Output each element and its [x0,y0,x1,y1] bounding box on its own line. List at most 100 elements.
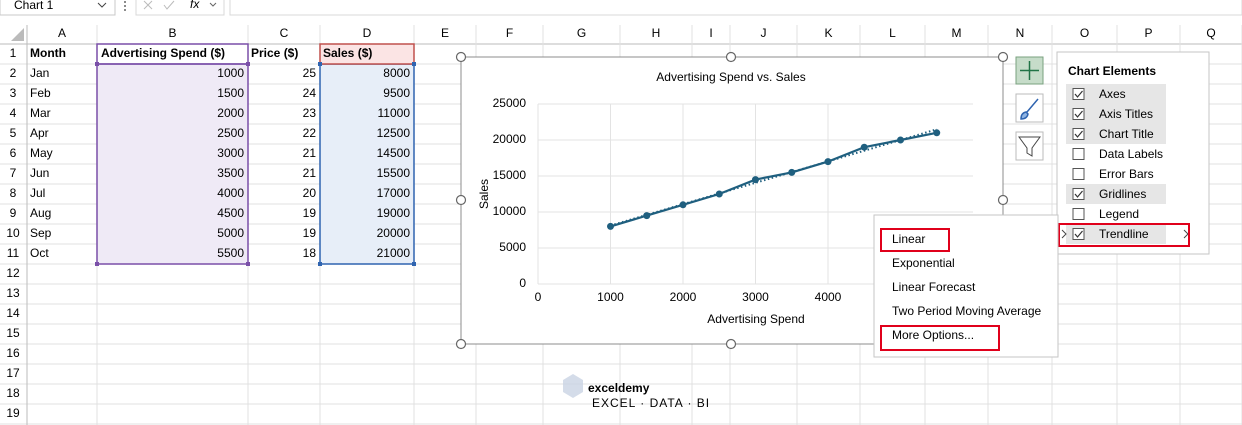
enter-button[interactable] [163,0,175,10]
column-header[interactable]: N [1016,26,1025,40]
cell[interactable]: Sep [30,226,52,240]
checkbox[interactable] [1072,208,1085,220]
cell[interactable]: 24 [303,86,317,100]
cell[interactable]: 14500 [377,146,411,160]
cell[interactable]: 2500 [217,126,244,140]
range-handle[interactable] [246,262,250,266]
column-header[interactable]: D [363,26,372,40]
row-header[interactable]: 5 [10,126,17,140]
cell[interactable]: 1500 [217,86,244,100]
cell[interactable]: 20 [303,186,317,200]
row-header[interactable]: 13 [6,286,20,300]
cell[interactable]: 21 [303,146,317,160]
row-header[interactable]: 6 [10,146,17,160]
range-handle[interactable] [318,62,322,66]
row-header[interactable]: 9 [10,206,17,220]
cell[interactable]: 22 [303,126,317,140]
row-header[interactable]: 4 [10,106,17,120]
column-header[interactable]: H [652,26,661,40]
row-header[interactable]: 14 [6,306,20,320]
name-box-dropdown[interactable] [97,2,107,8]
element-option[interactable]: Legend [1099,207,1139,221]
cell[interactable]: 19 [303,226,317,240]
cell[interactable]: 20000 [377,226,411,240]
chart-filters-button[interactable] [1015,131,1044,161]
column-header[interactable]: M [952,26,962,40]
row-header[interactable]: 10 [6,226,20,240]
row-header[interactable]: 12 [6,266,20,280]
data-point[interactable] [933,129,941,137]
cell[interactable]: 18 [303,246,317,260]
checkbox[interactable] [1072,148,1085,160]
data-point[interactable] [860,143,868,151]
data-point[interactable] [679,201,687,209]
cell[interactable]: 23 [303,106,317,120]
range-handle[interactable] [95,262,99,266]
data-point[interactable] [752,176,759,184]
header-cell[interactable]: Advertising Spend ($) [101,46,225,60]
menu-item[interactable]: Linear [892,232,925,246]
data-point[interactable] [824,158,832,166]
column-header[interactable]: O [1080,26,1089,40]
checkbox[interactable] [1072,228,1085,240]
data-point[interactable] [607,222,614,230]
row-header[interactable]: 8 [10,186,17,200]
row-header[interactable]: 18 [6,386,20,400]
row-header[interactable]: 2 [10,66,17,80]
column-header[interactable]: J [761,26,767,40]
name-box[interactable] [0,0,116,16]
resize-handle[interactable] [997,51,1009,63]
checkbox[interactable] [1072,188,1085,200]
row-header[interactable]: 15 [6,326,20,340]
row-header[interactable]: 19 [6,406,20,420]
range-handle[interactable] [412,262,416,266]
column-header[interactable]: B [168,26,176,40]
menu-item[interactable]: More Options... [892,328,974,342]
data-point[interactable] [897,136,904,144]
cell[interactable]: 19000 [377,206,411,220]
row-header[interactable]: 16 [6,346,20,360]
range-handle[interactable] [95,62,99,66]
column-header[interactable]: C [280,26,289,40]
cell[interactable]: 19 [303,206,317,220]
cell[interactable]: 1000 [217,66,244,80]
checkbox[interactable] [1072,128,1085,140]
element-option[interactable]: Axis Titles [1099,107,1153,121]
cell[interactable]: 21 [303,166,317,180]
row-header[interactable]: 7 [10,166,17,180]
cell[interactable]: 11000 [378,106,411,120]
column-header[interactable]: P [1144,26,1152,40]
column-header[interactable]: I [709,26,712,40]
data-point[interactable] [788,168,796,176]
header-cell[interactable]: Month [30,46,66,60]
cell[interactable]: 4500 [217,206,244,220]
menu-item[interactable]: Exponential [892,256,955,270]
cell[interactable]: 21000 [377,246,411,260]
menu-item[interactable]: Two Period Moving Average [892,304,1042,318]
cell[interactable]: May [30,146,53,160]
cancel-button[interactable] [143,0,153,10]
data-point[interactable] [643,212,651,220]
row-header[interactable]: 1 [10,46,17,60]
column-header[interactable]: A [58,26,66,40]
cell[interactable]: 9500 [383,86,410,100]
formula-input[interactable] [229,0,1242,16]
element-option[interactable]: Error Bars [1099,167,1154,181]
cell[interactable]: Mar [30,106,51,120]
checkbox[interactable] [1072,88,1085,100]
column-header[interactable]: K [824,26,832,40]
cell[interactable]: 3500 [217,166,244,180]
resize-handle[interactable] [997,194,1009,206]
select-all[interactable] [11,28,24,41]
cell[interactable]: Oct [30,246,49,260]
data-point[interactable] [715,190,723,198]
element-option[interactable]: Gridlines [1099,187,1146,201]
column-header[interactable]: G [577,26,586,40]
row-header[interactable]: 17 [6,366,20,380]
cell[interactable]: Aug [30,206,51,220]
resize-handle[interactable] [455,194,467,206]
cell[interactable]: Jan [30,66,49,80]
insert-function[interactable]: fx [190,0,200,11]
header-cell[interactable]: Price ($) [251,46,298,60]
range-handle[interactable] [412,62,416,66]
